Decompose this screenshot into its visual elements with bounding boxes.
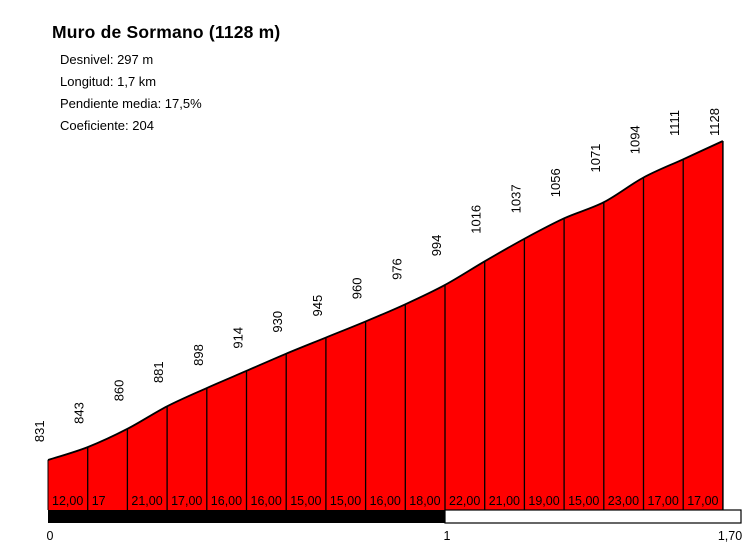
stat-pendiente-media: Pendiente media: 17,5% [60,96,202,111]
elevation-label: 1016 [469,205,484,234]
scalebar-light-segment [444,509,742,524]
gradient-label: 22,00 [449,494,480,508]
elevation-label: 914 [231,327,246,349]
elevation-label: 843 [72,402,87,424]
gradient-label: 15,00 [330,494,361,508]
elevation-label: 1111 [667,110,682,136]
stat-longitud: Longitud: 1,7 km [60,74,157,89]
gradient-label: 17,00 [687,494,718,508]
chart-header: Muro de Sormano (1128 m) Desnivel: 297 m… [52,22,280,137]
chart-title: Muro de Sormano (1128 m) [52,22,281,42]
elevation-label: 994 [429,235,444,257]
gradient-label: 23,00 [608,494,639,508]
scalebar-dark-segment [48,510,445,523]
elevation-label: 860 [111,380,126,402]
profile-line [47,140,724,461]
elevation-label: 960 [350,278,365,300]
elevation-label: 881 [151,361,166,383]
elevation-label: 930 [270,311,285,333]
elevation-label: 945 [310,295,325,317]
gradient-label: 17,00 [171,494,202,508]
gradient-label: 15,00 [290,494,321,508]
elevation-label: 976 [389,258,404,280]
gradient-label: 12,00 [52,494,83,508]
gradient-label: 15,00 [568,494,599,508]
gradient-label: 16,00 [211,494,242,508]
stat-desnivel: Desnivel: 297 m [60,52,154,67]
gradient-label: 16,00 [251,494,282,508]
stat-coeficiente: Coeficiente: 204 [60,118,154,133]
elevation-label: 1094 [628,125,643,154]
elevation-label: 831 [32,420,47,442]
gradient-label: 17 [92,494,106,508]
elevation-label: 898 [191,344,206,366]
gradient-label: 17,00 [648,494,679,508]
gradient-label: 19,00 [528,494,559,508]
profile-area [48,141,723,510]
gradient-label: 16,00 [370,494,401,508]
x-axis-tick-label: 1 [444,529,451,543]
elevation-label: 1128 [707,108,722,136]
elevation-label: 1056 [548,168,563,197]
elevation-label: 1071 [588,144,603,173]
gradient-label: 18,00 [409,494,440,508]
gradient-label: 21,00 [489,494,520,508]
gradient-label: 21,00 [131,494,162,508]
x-axis-tick-label: 1,70 [718,529,742,543]
x-axis-tick-label: 0 [47,529,54,543]
elevation-label: 1037 [508,184,523,213]
